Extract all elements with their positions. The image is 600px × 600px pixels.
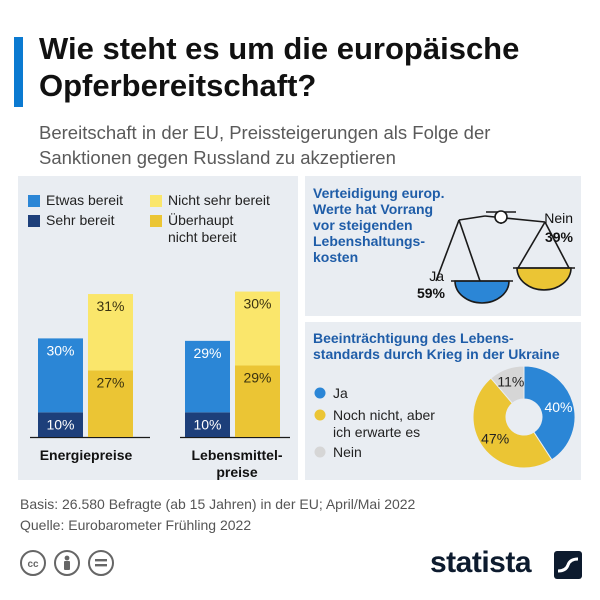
- scale-beam: [484, 215, 546, 223]
- bar-value-label: 30%: [243, 296, 271, 312]
- bar-value-label: 30%: [46, 342, 74, 358]
- scale-heading-line: Verteidigung europ.: [313, 185, 445, 201]
- scale-string: [435, 219, 460, 282]
- donut-legend-marker: [314, 446, 326, 458]
- scale-label-nein: Nein: [544, 210, 573, 226]
- scale-label-ja: Ja: [429, 268, 444, 284]
- scale-heading-line: Werte hat Vorrang: [313, 201, 434, 217]
- donut-heading-line: Beeinträchtigung des Lebens-: [313, 330, 514, 346]
- scale-panel: Verteidigung europ. Werte hat Vorrang vor …: [305, 176, 581, 316]
- bar-segment-nicht-sehr-bereit: [88, 294, 133, 371]
- legend-ueberhaupt-nicht-bereit: Überhaupt nicht bereit: [168, 212, 236, 246]
- bar-value-label: 31%: [96, 298, 124, 314]
- bar-segment-nicht-sehr-bereit: [235, 291, 280, 366]
- donut-slice: [472, 377, 553, 469]
- bar-value-label: 10%: [193, 416, 221, 432]
- bar-segment--berhaupt-nicht-bereit: [88, 370, 133, 437]
- footer-quelle: Quelle: Eurobarometer Frühling 2022: [20, 517, 252, 533]
- category-label: Energiepreise: [40, 447, 133, 463]
- legend-swatch-nicht-sehr: [150, 195, 162, 207]
- bar-value-label: 10%: [46, 416, 74, 432]
- bar-segment-etwas-bereit: [38, 338, 83, 413]
- scale-pan-ja: [454, 280, 510, 304]
- by-icon[interactable]: [54, 550, 80, 576]
- category-label: Lebensmittel-: [191, 447, 282, 463]
- bar-value-label: 29%: [243, 370, 271, 386]
- legend-swatch-ueberhaupt: [150, 215, 162, 227]
- legend-sehr-bereit: Sehr bereit: [46, 212, 115, 228]
- donut-value-label: 11%: [497, 373, 524, 389]
- donut-legend-label: Nein: [333, 444, 362, 460]
- bar-chart-panel: Etwas bereit Sehr bereit Nicht sehr bere…: [18, 176, 298, 480]
- page-title: Wie steht es um die europäische Opferber…: [39, 31, 520, 103]
- legend-swatch-sehr: [28, 215, 40, 227]
- legend-swatch-etwas: [28, 195, 40, 207]
- scale-panel-heading: Verteidigung europ. Werte hat Vorrang vor …: [313, 185, 463, 265]
- scale-pivot: [494, 210, 508, 224]
- scale-heading-line: Lebenshaltungs-: [313, 233, 426, 249]
- scale-string: [517, 221, 546, 269]
- scale-value-nein: 39%: [545, 229, 574, 245]
- statista-logo[interactable]: statista: [430, 546, 584, 582]
- footer-basis: Basis: 26.580 Befragte (ab 15 Jahren) in…: [20, 496, 416, 512]
- legend-ueberhaupt-line1: Überhaupt: [168, 212, 234, 228]
- donut-legend-label: ich erwarte es: [333, 424, 420, 440]
- legend-ueberhaupt-line2: nicht bereit: [168, 229, 237, 245]
- statista-logo-icon: [554, 551, 582, 579]
- donut-panel: Beeinträchtigung des Lebens-standards du…: [305, 322, 581, 480]
- cc-icon[interactable]: cc: [20, 550, 46, 576]
- donut-legend-marker: [314, 409, 326, 421]
- stacked-bar-chart: 10% 30% 27% 31% Energiepreise 10% 29% 29% 30% Leb…: [30, 291, 290, 480]
- svg-text:cc: cc: [27, 559, 39, 570]
- donut-legend-marker: [314, 387, 326, 399]
- scale-string: [544, 221, 570, 269]
- donut-value-label: 47%: [481, 431, 509, 447]
- title-accent-bar: [14, 37, 23, 107]
- nd-icon[interactable]: [88, 550, 114, 576]
- donut-heading-line: standards durch Krieg in der Ukraine: [313, 346, 560, 362]
- donut-value-label: 40%: [544, 399, 572, 415]
- bar-segment-sehr-bereit: [38, 412, 83, 437]
- page-subtitle: Bereitschaft in der EU, Preissteigerunge…: [39, 122, 491, 168]
- legend-nicht-sehr-bereit: Nicht sehr bereit: [168, 192, 270, 208]
- scale-beam: [458, 215, 486, 221]
- legend-etwas-bereit: Etwas bereit: [46, 192, 124, 208]
- donut-panel-heading: Beeinträchtigung des Lebens-standards du…: [313, 330, 581, 362]
- scale-heading-line: vor steigenden: [313, 217, 413, 233]
- bar-segment-etwas-bereit: [185, 340, 230, 413]
- scale-pan-nein: [516, 267, 572, 291]
- bar-value-label: 29%: [193, 345, 221, 361]
- bar-value-label: 27%: [96, 374, 124, 390]
- bar-segment-sehr-bereit: [185, 412, 230, 437]
- category-label: preise: [216, 464, 257, 480]
- scale-value-ja: 59%: [417, 285, 446, 301]
- statista-wordmark: statista: [430, 546, 532, 579]
- donut-legend-label: Noch nicht, aber: [333, 407, 435, 423]
- scale-heading-line: kosten: [313, 249, 359, 265]
- donut-legend-label: Ja: [333, 385, 348, 401]
- bar-segment--berhaupt-nicht-bereit: [235, 365, 280, 437]
- scale-string: [458, 219, 481, 282]
- donut-slice: [490, 365, 525, 404]
